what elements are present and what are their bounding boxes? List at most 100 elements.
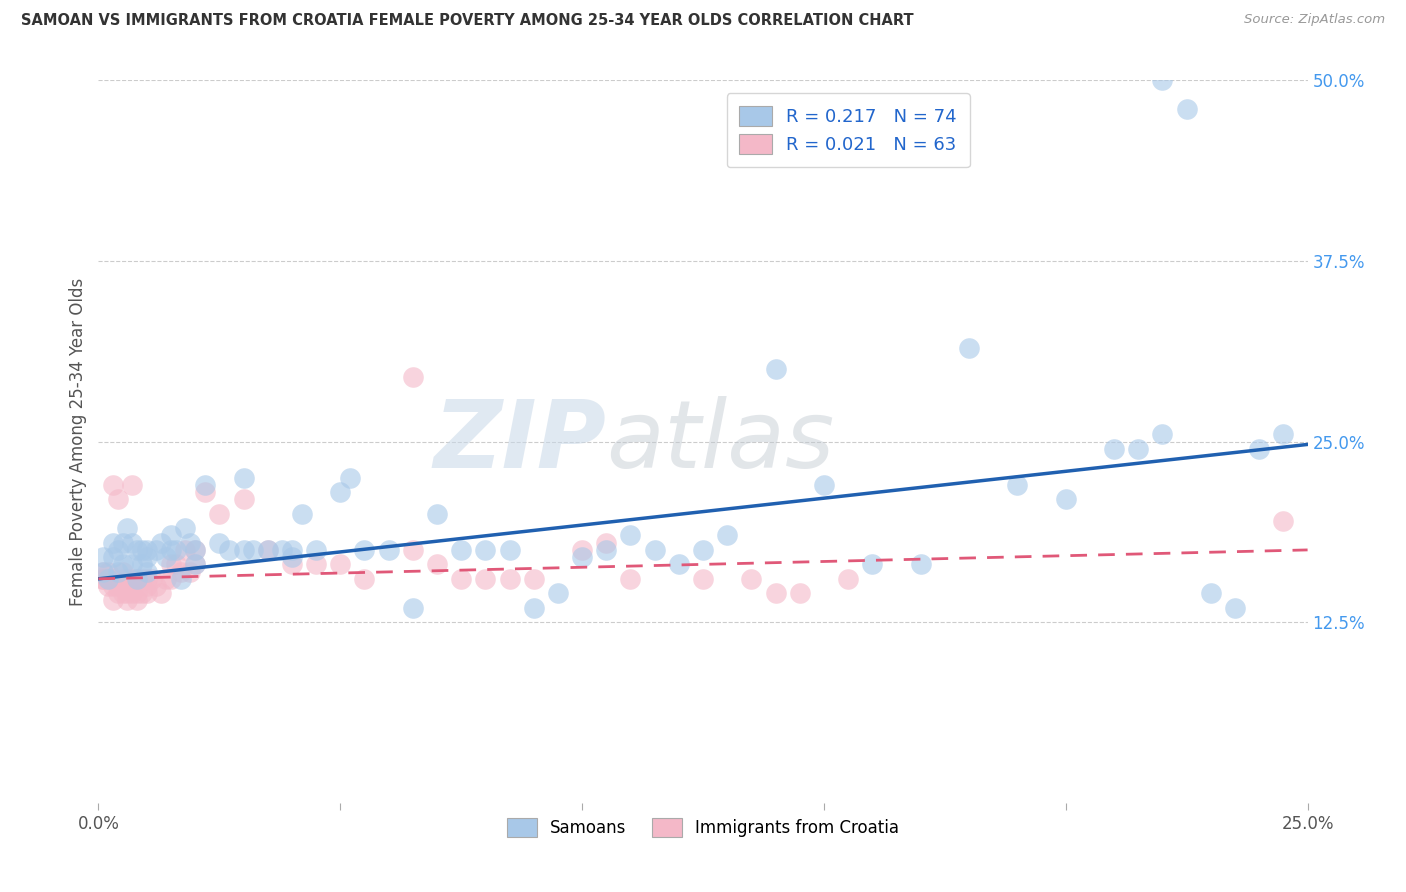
Point	[97, 572, 120, 586]
Point	[305, 542, 328, 557]
Point	[184, 542, 207, 557]
Point	[523, 572, 546, 586]
Point	[194, 485, 217, 500]
Point	[208, 535, 231, 549]
Point	[957, 341, 980, 355]
Point	[135, 572, 157, 586]
Point	[474, 542, 496, 557]
Point	[121, 478, 143, 492]
Point	[1102, 442, 1125, 456]
Point	[184, 542, 207, 557]
Point	[692, 572, 714, 586]
Point	[135, 579, 157, 593]
Point	[91, 572, 114, 586]
Point	[194, 478, 217, 492]
Point	[1152, 427, 1174, 442]
Point	[450, 572, 472, 586]
Point	[547, 586, 569, 600]
Point	[127, 593, 149, 607]
Point	[165, 558, 187, 572]
Point	[353, 542, 375, 557]
Text: Source: ZipAtlas.com: Source: ZipAtlas.com	[1244, 13, 1385, 27]
Y-axis label: Female Poverty Among 25-34 Year Olds: Female Poverty Among 25-34 Year Olds	[69, 277, 87, 606]
Point	[1175, 102, 1198, 116]
Point	[716, 528, 738, 542]
Point	[121, 572, 143, 586]
Point	[111, 586, 134, 600]
Point	[523, 600, 546, 615]
Point	[121, 579, 143, 593]
Point	[165, 542, 187, 557]
Point	[402, 600, 425, 615]
Point	[595, 542, 617, 557]
Point	[668, 558, 690, 572]
Point	[107, 565, 129, 579]
Point	[837, 572, 859, 586]
Point	[281, 542, 304, 557]
Point	[644, 542, 666, 557]
Text: atlas: atlas	[606, 396, 835, 487]
Point	[107, 542, 129, 557]
Point	[1007, 478, 1029, 492]
Point	[101, 535, 124, 549]
Text: ZIP: ZIP	[433, 395, 606, 488]
Point	[107, 492, 129, 507]
Point	[131, 542, 153, 557]
Point	[97, 572, 120, 586]
Point	[353, 572, 375, 586]
Point	[135, 565, 157, 579]
Point	[1249, 442, 1271, 456]
Point	[107, 579, 129, 593]
Point	[101, 478, 124, 492]
Point	[127, 572, 149, 586]
Point	[329, 558, 352, 572]
Point	[179, 565, 201, 579]
Point	[131, 572, 153, 586]
Point	[169, 572, 191, 586]
Point	[1054, 492, 1077, 507]
Point	[160, 528, 183, 542]
Point	[281, 558, 304, 572]
Point	[121, 586, 143, 600]
Point	[242, 542, 264, 557]
Point	[1223, 600, 1246, 615]
Point	[150, 535, 173, 549]
Point	[135, 586, 157, 600]
Point	[121, 558, 143, 572]
Point	[111, 558, 134, 572]
Point	[232, 470, 254, 484]
Point	[1272, 427, 1295, 442]
Point	[305, 558, 328, 572]
Point	[155, 550, 177, 565]
Point	[692, 542, 714, 557]
Point	[789, 586, 811, 600]
Point	[101, 550, 124, 565]
Point	[813, 478, 835, 492]
Point	[426, 507, 449, 521]
Point	[97, 565, 120, 579]
Point	[127, 542, 149, 557]
Point	[111, 565, 134, 579]
Point	[145, 579, 167, 593]
Point	[117, 521, 139, 535]
Point	[160, 572, 183, 586]
Point	[91, 572, 114, 586]
Point	[117, 586, 139, 600]
Point	[117, 572, 139, 586]
Point	[1199, 586, 1222, 600]
Point	[339, 470, 361, 484]
Point	[402, 542, 425, 557]
Point	[127, 586, 149, 600]
Point	[765, 586, 787, 600]
Point	[619, 572, 641, 586]
Point	[218, 542, 240, 557]
Point	[150, 586, 173, 600]
Point	[329, 485, 352, 500]
Point	[256, 542, 278, 557]
Point	[91, 565, 114, 579]
Point	[571, 550, 593, 565]
Point	[450, 542, 472, 557]
Point	[232, 542, 254, 557]
Point	[91, 550, 114, 565]
Point	[740, 572, 762, 586]
